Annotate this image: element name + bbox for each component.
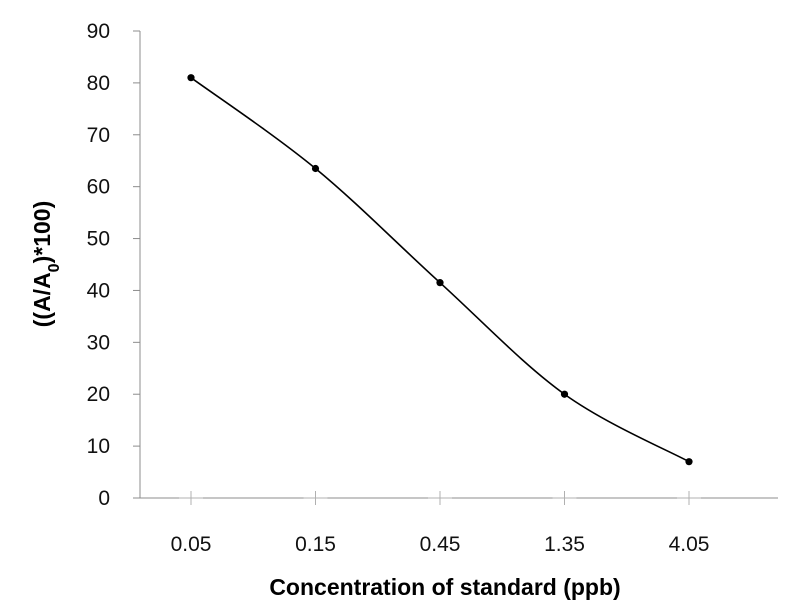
- x-tick-label: 0.45: [420, 533, 461, 556]
- axes: [133, 30, 778, 505]
- x-tick-label: 1.35: [544, 533, 585, 556]
- data-point: [311, 164, 320, 173]
- y-axis-title-suffix: )*100): [29, 201, 55, 264]
- series-line: [190, 77, 690, 463]
- x-axis-title: Concentration of standard (ppb): [269, 574, 620, 600]
- data-point: [187, 74, 195, 82]
- y-tick-label: 10: [87, 435, 110, 458]
- y-tick-label: 60: [87, 176, 110, 199]
- y-tick-labels: 0 10 20 30 40 50 60 70 80 90: [87, 20, 110, 510]
- data-point: [436, 279, 444, 287]
- y-tick-label: 20: [87, 383, 110, 406]
- x-tick-labels: 0.05 0.15 0.45 1.35 4.05: [171, 533, 710, 556]
- x-tick-label: 0.05: [171, 533, 212, 556]
- y-tick-label: 30: [87, 331, 110, 354]
- x-tick-label: 0.15: [295, 533, 336, 556]
- y-axis-title-prefix: ((A/A: [29, 272, 55, 327]
- y-tick-label: 70: [87, 124, 110, 147]
- y-axis-title-subscript: 0: [46, 263, 63, 272]
- y-tick-label: 0: [98, 487, 110, 510]
- x-tick-label: 4.05: [669, 533, 710, 556]
- series-group: [187, 74, 693, 466]
- data-point: [560, 390, 569, 398]
- y-tick-label: 50: [87, 228, 110, 251]
- y-axis-title: ((A/A0)*100): [29, 201, 63, 328]
- data-point: [685, 458, 693, 466]
- y-tick-label: 40: [87, 279, 110, 302]
- y-tick-label: 80: [87, 72, 110, 95]
- y-tick-label: 90: [87, 20, 110, 43]
